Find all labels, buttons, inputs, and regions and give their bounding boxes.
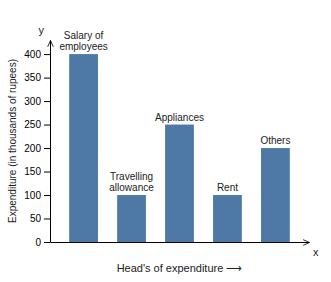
y-tick: 150 (24, 166, 50, 177)
y-tick: 300 (24, 96, 50, 107)
y-tick-mark (44, 242, 50, 243)
category-label: Appliances (155, 112, 204, 123)
y-tick-label: 100 (24, 190, 41, 201)
y-axis-line (50, 41, 51, 243)
y-tick-mark (44, 172, 50, 173)
y-axis-letter: y (39, 24, 45, 36)
bar (165, 125, 194, 242)
y-tick: 50 (30, 213, 50, 224)
y-tick: 400 (24, 49, 50, 60)
y-tick-label: 300 (24, 96, 41, 107)
y-tick-mark (44, 101, 50, 102)
y-tick-mark (44, 125, 50, 126)
y-tick-mark (44, 148, 50, 149)
bar (69, 54, 98, 242)
bar (117, 195, 146, 242)
x-axis-line (51, 242, 310, 243)
bar (213, 195, 242, 242)
y-tick-mark (44, 54, 50, 55)
category-labels: Salary ofemployees Travellingallowance App… (59, 30, 290, 193)
x-axis-letter: x (313, 246, 319, 258)
bar (261, 148, 290, 242)
y-tick-label: 150 (24, 166, 41, 177)
y-tick: 100 (24, 190, 50, 201)
y-tick: 0 (35, 237, 50, 248)
category-label: Others (260, 135, 290, 146)
category-label: Travellingallowance (109, 171, 154, 193)
y-tick-label: 250 (24, 119, 41, 130)
x-axis (51, 242, 310, 243)
category-label: Rent (217, 182, 238, 193)
x-axis-title: Head's of expenditure ⟶ (117, 262, 243, 274)
bars (69, 54, 290, 242)
y-tick-label: 200 (24, 143, 41, 154)
y-axis-title: Expenditure (in thousands of rupees) (7, 59, 18, 223)
plot: 0 50 100 150 200 250 300 350 400 Salary ofemploye… (24, 24, 319, 258)
y-tick-label: 350 (24, 72, 41, 83)
y-tick-label: 400 (24, 49, 41, 60)
y-tick-label: 0 (35, 237, 41, 248)
chart: 0 50 100 150 200 250 300 350 400 Salary ofemploye… (0, 0, 331, 282)
y-axis: 0 50 100 150 200 250 300 350 400 (24, 41, 50, 248)
y-tick-mark (44, 195, 50, 196)
y-tick-mark (44, 219, 50, 220)
y-tick: 200 (24, 143, 50, 154)
y-tick-mark (44, 78, 50, 79)
y-tick-label: 50 (30, 213, 42, 224)
category-label: Salary ofemployees (59, 30, 107, 52)
y-tick: 350 (24, 72, 50, 83)
y-tick: 250 (24, 119, 50, 130)
